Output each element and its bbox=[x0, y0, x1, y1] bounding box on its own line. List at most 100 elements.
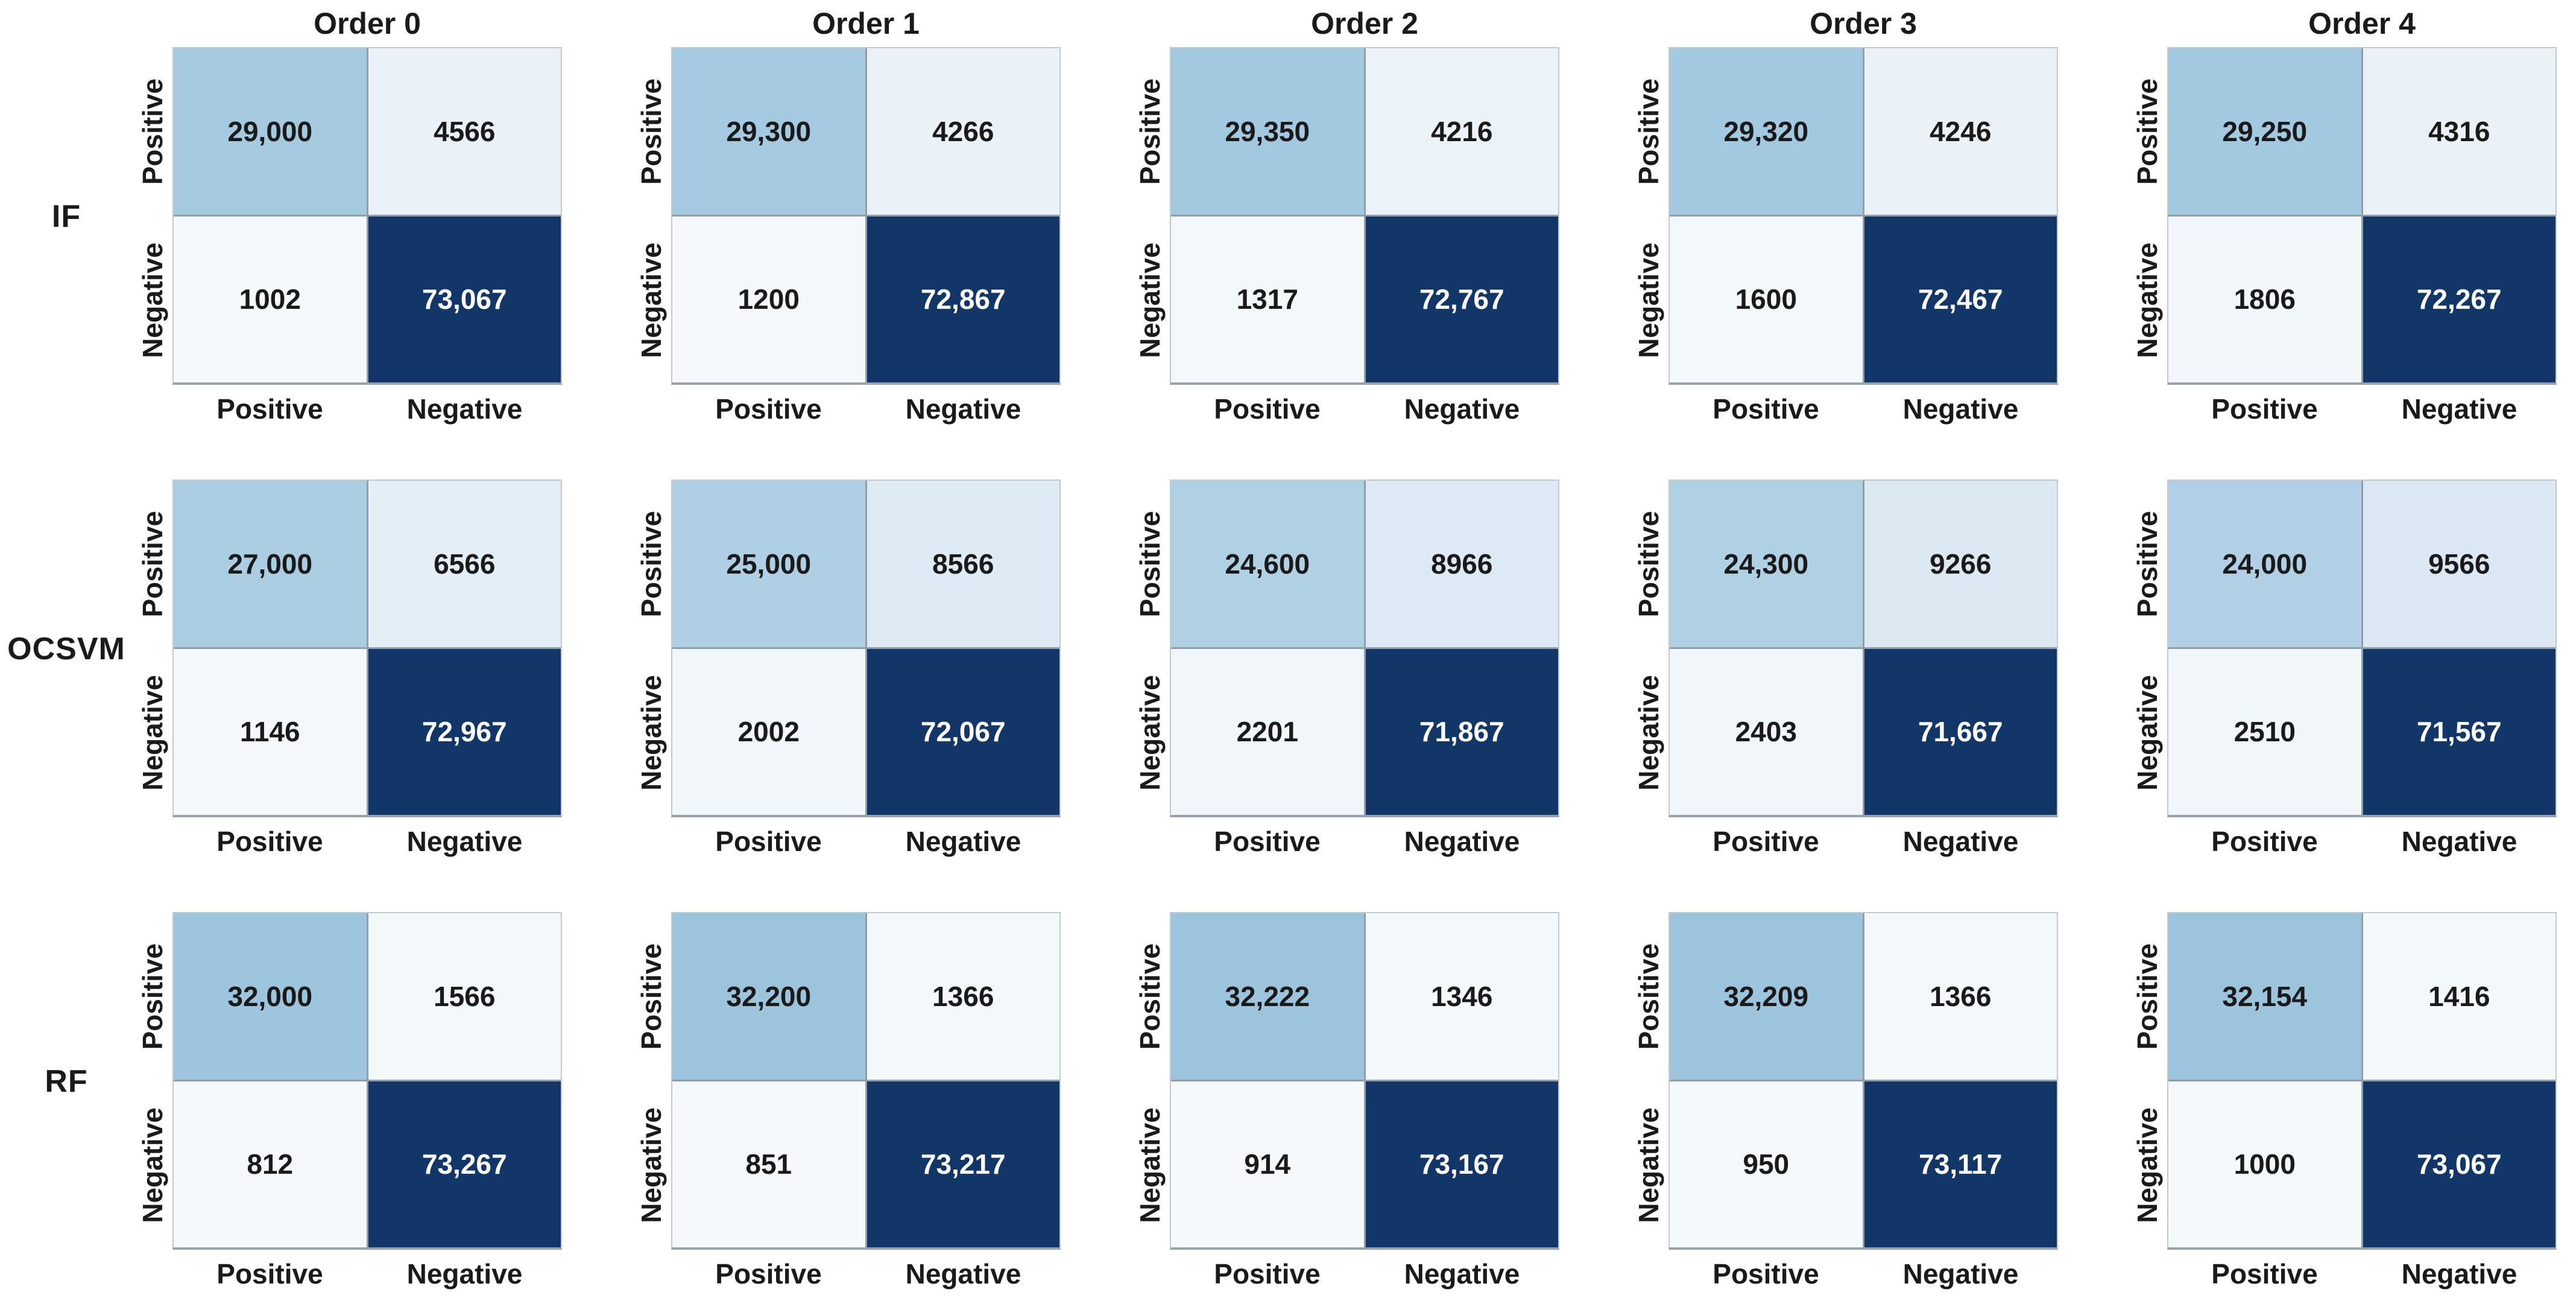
y-tick-negative: Negative bbox=[1629, 216, 1668, 385]
matrix-cell-false-positive: 2201 bbox=[1171, 648, 1364, 815]
confusion-matrix: 25,000 8566 2002 72,067 bbox=[671, 480, 1061, 817]
confusion-matrix-panel-rf-order-4: Positive Negative 32,154 1416 1000 73,06… bbox=[2127, 865, 2557, 1298]
matrix-cell-true-negative: 72,867 bbox=[867, 216, 1059, 382]
panel-title bbox=[1170, 432, 1559, 480]
matrix-cell-false-negative: 9266 bbox=[1864, 481, 2057, 647]
x-tick-negative: Negative bbox=[905, 393, 1021, 425]
y-tick-negative: Negative bbox=[1629, 648, 1668, 817]
y-tick-negative-label: Negative bbox=[137, 1107, 168, 1223]
x-axis-tick-labels: Positive Negative bbox=[1668, 1250, 2058, 1297]
matrix-cell-true-positive: 32,222 bbox=[1171, 913, 1364, 1080]
y-tick-positive-label: Positive bbox=[2132, 943, 2163, 1050]
matrix-cell-false-negative: 1416 bbox=[2363, 913, 2555, 1080]
x-tick-negative: Negative bbox=[1902, 393, 2019, 425]
confusion-matrix-panel-ocsvm-order-1: Positive Negative 25,000 8566 2002 72,06… bbox=[631, 432, 1061, 865]
panel-title bbox=[172, 865, 562, 912]
model-row-rf: RF Positive Negative 32,000 1566 812 73,… bbox=[0, 865, 2576, 1298]
matrix-cell-false-negative: 9566 bbox=[2363, 481, 2555, 647]
matrix-cell-true-negative: 73,217 bbox=[867, 1081, 1059, 1247]
model-label-rf: RF bbox=[45, 1064, 88, 1099]
y-tick-positive-label: Positive bbox=[1633, 943, 1664, 1050]
y-tick-positive-label: Positive bbox=[137, 510, 168, 618]
matrix-cell-true-negative: 73,117 bbox=[1864, 1081, 2057, 1247]
model-label-if: IF bbox=[51, 198, 81, 234]
y-tick-positive: Positive bbox=[2127, 47, 2167, 216]
y-tick-positive: Positive bbox=[1130, 912, 1170, 1081]
matrix-cell-false-positive: 1146 bbox=[174, 648, 367, 815]
y-tick-positive: Positive bbox=[1130, 480, 1170, 648]
matrix-cell-false-positive: 950 bbox=[1670, 1081, 1863, 1247]
panel-title: Order 0 bbox=[314, 7, 421, 40]
y-axis-tick-labels: Positive Negative bbox=[133, 912, 172, 1250]
x-tick-negative: Negative bbox=[1404, 393, 1520, 425]
y-axis-tick-labels: Positive Negative bbox=[1629, 480, 1668, 817]
x-axis-tick-labels: Positive Negative bbox=[1668, 385, 2058, 432]
matrix-cell-true-negative: 72,467 bbox=[1864, 216, 2057, 382]
matrix-cell-false-negative: 4566 bbox=[368, 48, 561, 215]
y-tick-positive: Positive bbox=[1629, 912, 1668, 1081]
y-axis-tick-labels: Positive Negative bbox=[631, 480, 671, 817]
panel-title bbox=[2167, 432, 2557, 480]
plot-area: Positive Negative 32,222 1346 914 73,167 bbox=[1130, 912, 1559, 1250]
x-tick-negative: Negative bbox=[1404, 1258, 1520, 1290]
confusion-matrix-panel-if-order-3: Order 3 Positive Negative 29,320 4246 16… bbox=[1629, 0, 2058, 432]
x-tick-negative: Negative bbox=[905, 825, 1021, 857]
matrix-cell-false-negative: 8966 bbox=[1365, 481, 1558, 647]
y-axis-tick-labels: Positive Negative bbox=[631, 912, 671, 1250]
y-tick-negative-label: Negative bbox=[1134, 242, 1166, 358]
x-axis-tick-labels: Positive Negative bbox=[2167, 817, 2557, 865]
matrix-cell-true-negative: 72,767 bbox=[1365, 216, 1558, 382]
y-tick-negative-label: Negative bbox=[137, 675, 168, 791]
confusion-matrix: 29,000 4566 1002 73,067 bbox=[172, 47, 562, 385]
y-tick-negative: Negative bbox=[631, 648, 671, 817]
y-tick-positive-label: Positive bbox=[2132, 510, 2163, 618]
y-tick-negative: Negative bbox=[1629, 1081, 1668, 1250]
panels-container: Positive Negative 27,000 6566 1146 72,96… bbox=[133, 432, 2576, 865]
x-tick-positive: Positive bbox=[715, 1258, 822, 1290]
matrix-cell-true-positive: 29,350 bbox=[1171, 48, 1364, 215]
y-tick-negative-label: Negative bbox=[2132, 1107, 2163, 1223]
matrix-cell-false-positive: 1806 bbox=[2168, 216, 2361, 382]
matrix-cell-false-positive: 1000 bbox=[2168, 1081, 2361, 1247]
plot-area: Positive Negative 25,000 8566 2002 72,06… bbox=[631, 480, 1061, 817]
x-tick-negative: Negative bbox=[1902, 825, 2019, 857]
panel-title: Order 2 bbox=[1311, 7, 1418, 40]
confusion-matrix: 29,300 4266 1200 72,867 bbox=[671, 47, 1061, 385]
y-tick-positive-label: Positive bbox=[1134, 510, 1166, 618]
y-tick-positive-label: Positive bbox=[137, 943, 168, 1050]
x-axis-tick-labels: Positive Negative bbox=[671, 1250, 1061, 1297]
y-tick-positive: Positive bbox=[1130, 47, 1170, 216]
x-axis-tick-labels: Positive Negative bbox=[172, 817, 562, 865]
x-axis-tick-labels: Positive Negative bbox=[1170, 385, 1559, 432]
confusion-matrix: 32,200 1366 851 73,217 bbox=[671, 912, 1061, 1250]
y-tick-positive-label: Positive bbox=[636, 943, 667, 1050]
y-tick-negative-label: Negative bbox=[2132, 675, 2163, 791]
x-tick-positive: Positive bbox=[2211, 825, 2318, 857]
y-tick-positive: Positive bbox=[133, 480, 172, 648]
x-tick-positive: Positive bbox=[2211, 1258, 2318, 1290]
y-tick-positive-label: Positive bbox=[1633, 510, 1664, 618]
matrix-cell-false-positive: 851 bbox=[672, 1081, 865, 1247]
x-tick-positive: Positive bbox=[1214, 825, 1321, 857]
matrix-cell-false-positive: 1200 bbox=[672, 216, 865, 382]
plot-area: Positive Negative 32,000 1566 812 73,267 bbox=[133, 912, 562, 1250]
matrix-cell-false-negative: 1566 bbox=[368, 913, 561, 1080]
y-tick-positive-label: Positive bbox=[2132, 78, 2163, 185]
x-axis-tick-labels: Positive Negative bbox=[1170, 1250, 1559, 1297]
model-row-if: IF Order 0 Positive Negative 29,000 4566… bbox=[0, 0, 2576, 432]
confusion-matrix: 29,320 4246 1600 72,467 bbox=[1668, 47, 2058, 385]
matrix-cell-false-negative: 1366 bbox=[867, 913, 1059, 1080]
x-tick-negative: Negative bbox=[1404, 825, 1520, 857]
y-tick-negative-label: Negative bbox=[636, 675, 667, 791]
y-axis-tick-labels: Positive Negative bbox=[2127, 912, 2167, 1250]
x-axis-tick-labels: Positive Negative bbox=[671, 817, 1061, 865]
confusion-matrix-panel-if-order-0: Order 0 Positive Negative 29,000 4566 10… bbox=[133, 0, 562, 432]
matrix-cell-true-negative: 71,867 bbox=[1365, 648, 1558, 815]
y-tick-negative: Negative bbox=[631, 216, 671, 385]
panel-title: Order 1 bbox=[812, 7, 920, 40]
panel-title bbox=[671, 432, 1061, 480]
y-tick-positive: Positive bbox=[133, 47, 172, 216]
panel-title: Order 4 bbox=[2308, 7, 2416, 40]
confusion-matrix: 24,300 9266 2403 71,667 bbox=[1668, 480, 2058, 817]
y-axis-tick-labels: Positive Negative bbox=[1629, 912, 1668, 1250]
